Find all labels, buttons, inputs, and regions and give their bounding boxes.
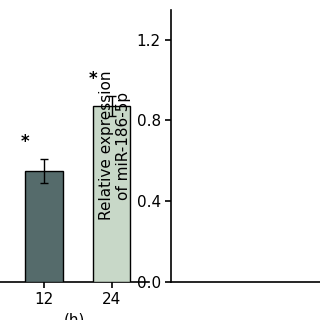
Text: *: * <box>21 132 29 151</box>
X-axis label: (h): (h) <box>64 313 85 320</box>
Bar <box>93 106 130 282</box>
Bar <box>25 171 63 282</box>
Y-axis label: Relative expression
of miR-186-5p: Relative expression of miR-186-5p <box>99 71 131 220</box>
Text: *: * <box>88 70 97 88</box>
